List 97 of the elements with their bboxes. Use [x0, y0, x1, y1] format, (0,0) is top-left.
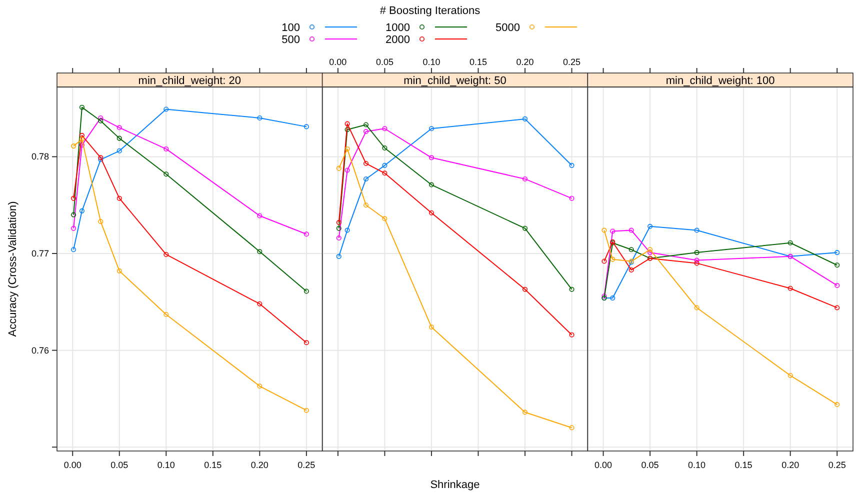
x-tick-label: 0.10 [688, 460, 706, 470]
x-tick-label: 0.00 [329, 57, 347, 67]
point [382, 162, 388, 168]
x-tick-label: 0.20 [516, 57, 534, 67]
point [428, 210, 434, 216]
point [522, 410, 528, 415]
point [164, 312, 169, 318]
legend-title: # Boosting Iterations [380, 5, 481, 17]
legend-label: 5000 [496, 22, 520, 34]
point [628, 267, 634, 272]
point [694, 228, 700, 233]
point [610, 296, 616, 301]
point [382, 145, 388, 150]
point [382, 170, 388, 176]
point [79, 132, 84, 138]
x-tick-label: 0.10 [157, 460, 175, 470]
y-tick-label: 0.78 [31, 152, 49, 162]
point [628, 228, 634, 233]
x-tick-label: 0.05 [110, 460, 128, 470]
point [428, 324, 434, 330]
x-axis-title: Shrinkage [430, 479, 480, 491]
x-tick-label: 0.00 [594, 460, 612, 470]
legend-label: 1000 [386, 22, 410, 34]
point [788, 372, 793, 378]
point [428, 182, 434, 188]
legend-label: 100 [282, 22, 300, 34]
point [257, 115, 262, 120]
point [116, 125, 122, 130]
point [98, 219, 104, 224]
x-tick-label: 0.15 [469, 57, 488, 67]
point [522, 286, 528, 292]
point [257, 301, 262, 306]
y-tick-label: 0.77 [31, 248, 49, 259]
legend-label: 500 [282, 34, 300, 46]
point [364, 122, 369, 128]
x-tick-label: 0.25 [298, 460, 316, 470]
point [98, 118, 104, 124]
point [382, 126, 388, 132]
point [610, 228, 616, 234]
point [79, 104, 84, 110]
point [428, 155, 434, 160]
x-tick-label: 0.20 [250, 460, 268, 470]
x-tick-label: 0.25 [563, 57, 581, 67]
x-tick-label: 0.15 [204, 460, 222, 470]
point [257, 384, 262, 389]
chart-title: min_child_weight: 20 [138, 75, 242, 87]
point [344, 121, 350, 126]
point [364, 176, 369, 182]
point [164, 106, 169, 112]
chart-title: min_child_weight: 100 [666, 75, 775, 87]
point [694, 258, 700, 263]
point [382, 216, 388, 222]
point [344, 228, 350, 233]
y-axis-title: Accuracy (Cross-Validation) [7, 201, 19, 337]
point [648, 224, 653, 229]
legend-label: 2000 [386, 34, 410, 46]
point [628, 247, 634, 252]
x-tick-label: 0.05 [376, 57, 394, 67]
point [694, 260, 700, 266]
point [364, 129, 369, 134]
y-tick-label: 0.76 [31, 345, 49, 356]
x-tick-label: 0.05 [641, 460, 659, 470]
point [116, 196, 122, 201]
point [344, 168, 350, 173]
point [79, 136, 84, 142]
point [164, 172, 169, 177]
x-tick-label: 0.15 [734, 460, 752, 470]
point [116, 148, 122, 154]
point [364, 160, 369, 166]
point [694, 250, 700, 256]
point [522, 226, 528, 231]
point [79, 142, 84, 148]
point [648, 250, 653, 256]
point [164, 146, 169, 152]
point [79, 208, 84, 214]
point [788, 240, 793, 246]
point [116, 136, 122, 141]
point [694, 305, 700, 310]
point [116, 268, 122, 274]
x-tick-label: 0.25 [828, 460, 846, 470]
point [428, 126, 434, 132]
point [522, 176, 528, 182]
x-tick-label: 0.20 [782, 460, 800, 470]
x-tick-label: 0.00 [64, 460, 82, 470]
point [344, 146, 350, 152]
point [648, 247, 653, 252]
x-tick-label: 0.10 [422, 57, 440, 67]
point [610, 256, 616, 262]
point [98, 115, 104, 120]
point [522, 116, 528, 122]
point [164, 252, 169, 257]
point [344, 127, 350, 132]
point [364, 202, 369, 208]
chart-title: min_child_weight: 50 [404, 75, 506, 87]
point [257, 249, 262, 254]
point [257, 213, 262, 218]
point [788, 286, 793, 291]
